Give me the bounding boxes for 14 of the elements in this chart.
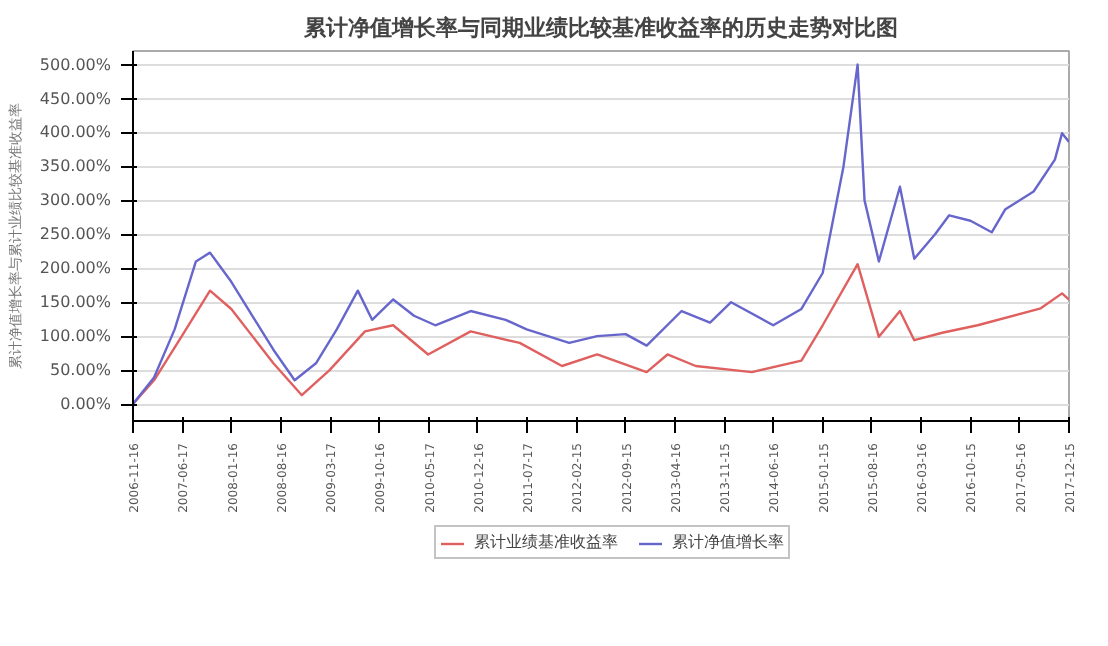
y-tick-label: 100.00% bbox=[39, 327, 112, 346]
y-tick-label: 200.00% bbox=[39, 259, 112, 278]
y-tick-label: 350.00% bbox=[39, 157, 112, 176]
y-tick-label: 450.00% bbox=[39, 89, 112, 108]
y-tick-label: 300.00% bbox=[39, 191, 112, 210]
legend-label: 累计净值增长率 bbox=[672, 531, 784, 553]
y-tick-label: 400.00% bbox=[39, 123, 112, 142]
y-tick-label: 150.00% bbox=[39, 293, 112, 312]
chart-title: 累计净值增长率与同期业绩比较基准收益率的历史走势对比图 bbox=[302, 15, 898, 41]
y-tick-label: 500.00% bbox=[39, 55, 112, 74]
y-tick-label: 50.00% bbox=[49, 361, 112, 380]
y-tick-label: 0.00% bbox=[60, 395, 112, 414]
y-tick-label: 250.00% bbox=[39, 225, 112, 244]
legend-label: 累计业绩基准收益率 bbox=[474, 531, 618, 553]
